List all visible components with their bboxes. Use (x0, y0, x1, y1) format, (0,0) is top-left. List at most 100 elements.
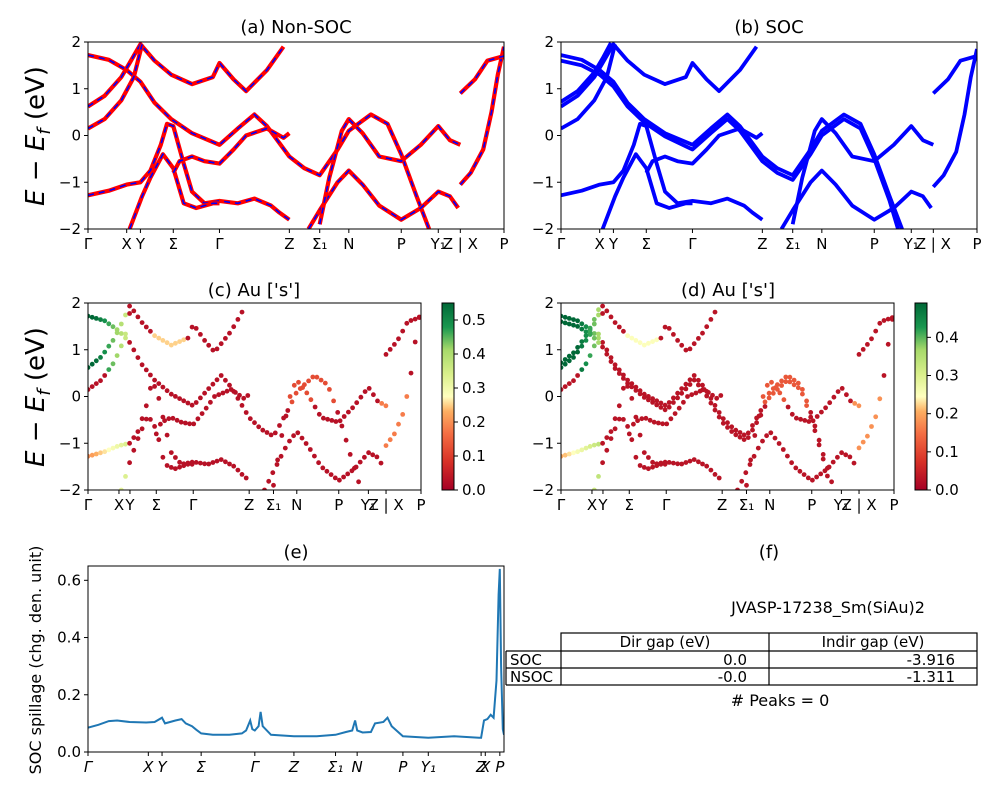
projection-point (756, 413, 762, 419)
projection-point (566, 316, 572, 321)
projection-point (218, 457, 224, 462)
projection-point (199, 411, 205, 416)
y-tick-label: −1 (532, 434, 554, 452)
projection-point (733, 432, 739, 438)
projection-point (720, 420, 726, 426)
colorbar-tick-label: 0.4 (935, 328, 959, 346)
nsoc-dir-gap: -0.0 (718, 668, 747, 686)
band-dash (172, 127, 290, 174)
projection-point (375, 398, 380, 404)
projection-point (123, 312, 128, 318)
projection-point (744, 482, 749, 488)
projection-point (579, 326, 585, 332)
projection-point (88, 365, 91, 370)
projection-point (646, 394, 651, 399)
projection-point (596, 331, 601, 337)
projection-point (612, 320, 618, 325)
projection-point (185, 335, 191, 341)
projection-point (328, 472, 334, 477)
projection-point (676, 405, 682, 411)
projection-point (612, 366, 618, 371)
projection-point (203, 405, 209, 411)
projection-point (869, 336, 874, 342)
projection-point (662, 324, 668, 330)
projection-point (608, 436, 614, 441)
projection-point (612, 416, 618, 422)
projection-point (114, 444, 120, 449)
projection-point (679, 386, 685, 391)
colorbar-gradient (441, 302, 455, 491)
panel-c-xticks: Γ X Y Σ Γ Z Σ₁ N P Y₁Z | X P (84, 490, 426, 514)
projection-point (641, 465, 647, 470)
projection-point (89, 452, 95, 458)
projection-point (193, 326, 199, 331)
projection-point (629, 437, 635, 443)
projection-point (608, 314, 614, 320)
projection-point (810, 477, 815, 483)
projection-point (322, 380, 328, 386)
y-tick-label: 2 (71, 294, 81, 312)
projection-point (735, 487, 740, 490)
projection-point (387, 437, 393, 443)
projection-point (791, 377, 797, 383)
projection-point (604, 435, 610, 440)
projection-point (696, 382, 701, 388)
projection-point (683, 347, 689, 353)
panel-b-frame (560, 41, 978, 230)
projection-point (152, 384, 158, 389)
projection-point (629, 381, 635, 386)
x-tick-label: Σ (196, 758, 206, 776)
projection-point (408, 318, 414, 323)
projection-point (639, 416, 645, 422)
projection-point (148, 328, 153, 334)
projection-point (164, 432, 170, 438)
band-line (600, 152, 693, 229)
projection-point (687, 382, 693, 387)
projection-point (783, 379, 789, 385)
projection-point (183, 420, 188, 426)
projection-point (349, 468, 355, 474)
band-line (644, 126, 764, 174)
projection-point (102, 449, 108, 455)
projection-point (766, 390, 772, 396)
panel-b: (b) SOC 2 1 0 −1 −2 Γ X Y Σ Γ Z Σ₁ N P Y₁Z | X P (532, 17, 982, 253)
projection-point (716, 475, 722, 481)
projection-point (400, 328, 406, 334)
projection-point (608, 359, 614, 364)
projection-point (98, 355, 103, 360)
projection-point (650, 339, 655, 344)
projection-point (583, 324, 589, 330)
projection-point (262, 487, 267, 490)
projection-point (127, 460, 132, 466)
projection-point (185, 461, 191, 467)
projection-point (877, 396, 883, 402)
panel-d-yticks: 2 1 0 −1 −2 (532, 294, 561, 499)
projection-point (346, 409, 351, 415)
x-tick-label: Y (124, 496, 135, 514)
col-header-indir: Indir gap (eV) (822, 633, 925, 651)
projection-point (808, 410, 814, 415)
projection-point (835, 389, 841, 394)
projection-point (223, 336, 228, 341)
band-dash (88, 122, 290, 221)
projection-point (89, 384, 95, 389)
colorbar-gradient (914, 302, 928, 491)
projection-point (575, 373, 580, 378)
projection-point (561, 365, 564, 370)
projection-point (885, 341, 891, 347)
projection-point (600, 460, 605, 466)
projection-point (218, 341, 224, 347)
colorbar-tick-label: 0.0 (462, 481, 486, 499)
projection-point (177, 339, 183, 344)
projection-point (571, 355, 576, 360)
projection-point (579, 367, 585, 372)
projection-point (600, 311, 605, 316)
projection-point (625, 424, 630, 429)
projection-point (579, 339, 585, 344)
projection-point (760, 394, 766, 399)
panel-a-title: (a) Non-SOC (240, 17, 351, 38)
projection-point (687, 346, 693, 352)
panel-c-colorbar: 0.5 0.4 0.3 0.2 0.1 0.0 (441, 302, 486, 499)
peaks-count: # Peaks = 0 (731, 691, 830, 710)
